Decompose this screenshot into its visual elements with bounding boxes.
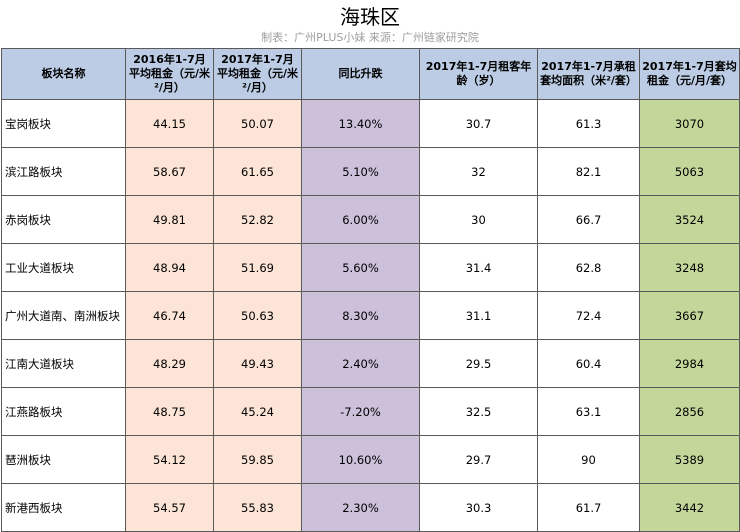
page-subtitle: 制表：广州PLUS小妹 来源：广州链家研究院 — [261, 31, 479, 44]
avg-area-cell: 90 — [537, 435, 640, 484]
yoy-change-cell: 6.00% — [301, 195, 420, 244]
block-name-cell: 赤岗板块 — [1, 195, 126, 244]
avg-rent-cell: 5389 — [639, 435, 740, 484]
rent-2016-cell: 58.67 — [125, 147, 214, 196]
rent-2016-cell: 49.81 — [125, 195, 214, 244]
avg-rent-cell: 3248 — [639, 243, 740, 292]
page-title: 海珠区 — [340, 5, 400, 29]
rent-2017-cell: 45.24 — [213, 387, 302, 436]
avg-area-cell: 72.4 — [537, 291, 640, 340]
table-row: 江燕路板块 48.75 45.24 -7.20% 32.5 63.1 2856 — [1, 387, 740, 436]
table-row: 广州大道南、南洲板块 46.74 50.63 8.30% 31.1 72.4 3… — [1, 291, 740, 340]
header-block-name: 板块名称 — [1, 48, 126, 100]
tenant-age-cell: 32.5 — [419, 387, 538, 436]
avg-rent-cell: 3524 — [639, 195, 740, 244]
avg-rent-cell: 2984 — [639, 339, 740, 388]
yoy-change-cell: 8.30% — [301, 291, 420, 340]
block-name-cell: 宝岗板块 — [1, 99, 126, 148]
tenant-age-cell: 30.3 — [419, 483, 538, 532]
avg-area-cell: 61.7 — [537, 483, 640, 532]
rent-2016-cell: 44.15 — [125, 99, 214, 148]
avg-rent-cell: 3442 — [639, 483, 740, 532]
rent-2017-cell: 49.43 — [213, 339, 302, 388]
rent-2016-cell: 48.29 — [125, 339, 214, 388]
avg-rent-cell: 3667 — [639, 291, 740, 340]
block-name-cell: 琶洲板块 — [1, 435, 126, 484]
avg-rent-cell: 2856 — [639, 387, 740, 436]
yoy-change-cell: 5.60% — [301, 243, 420, 292]
yoy-change-cell: 5.10% — [301, 147, 420, 196]
header-yoy-change: 同比升跌 — [301, 48, 420, 100]
avg-area-cell: 82.1 — [537, 147, 640, 196]
yoy-change-cell: 2.40% — [301, 339, 420, 388]
block-name-cell: 江南大道板块 — [1, 339, 126, 388]
block-name-cell: 新港西板块 — [1, 483, 126, 532]
rent-2017-cell: 61.65 — [213, 147, 302, 196]
rent-2017-cell: 59.85 — [213, 435, 302, 484]
rent-2017-cell: 52.82 — [213, 195, 302, 244]
yoy-change-cell: 10.60% — [301, 435, 420, 484]
avg-rent-cell: 5063 — [639, 147, 740, 196]
block-name-cell: 滨江路板块 — [1, 147, 126, 196]
table-row: 宝岗板块 44.15 50.07 13.40% 30.7 61.3 3070 — [1, 99, 740, 148]
rent-2016-cell: 46.74 — [125, 291, 214, 340]
header-rent-2016: 2016年1-7月平均租金（元/米²/月） — [125, 48, 214, 100]
rent-2017-cell: 50.07 — [213, 99, 302, 148]
avg-area-cell: 66.7 — [537, 195, 640, 244]
avg-area-cell: 61.3 — [537, 99, 640, 148]
tenant-age-cell: 30 — [419, 195, 538, 244]
header-tenant-age: 2017年1-7月租客年龄（岁） — [419, 48, 538, 100]
rent-2016-cell: 48.75 — [125, 387, 214, 436]
tenant-age-cell: 29.7 — [419, 435, 538, 484]
avg-area-cell: 60.4 — [537, 339, 640, 388]
rent-table: 板块名称 2016年1-7月平均租金（元/米²/月） 2017年1-7月平均租金… — [1, 48, 740, 532]
table-row: 滨江路板块 58.67 61.65 5.10% 32 82.1 5063 — [1, 147, 740, 196]
tenant-age-cell: 30.7 — [419, 99, 538, 148]
header-avg-area: 2017年1-7月承租套均面积（米²/套） — [537, 48, 640, 100]
rent-2017-cell: 55.83 — [213, 483, 302, 532]
block-name-cell: 工业大道板块 — [1, 243, 126, 292]
rent-2017-cell: 51.69 — [213, 243, 302, 292]
avg-rent-cell: 3070 — [639, 99, 740, 148]
table-row: 琶洲板块 54.12 59.85 10.60% 29.7 90 5389 — [1, 435, 740, 484]
table-row: 江南大道板块 48.29 49.43 2.40% 29.5 60.4 2984 — [1, 339, 740, 388]
avg-area-cell: 62.8 — [537, 243, 640, 292]
table-row: 赤岗板块 49.81 52.82 6.00% 30 66.7 3524 — [1, 195, 740, 244]
table-row: 新港西板块 54.57 55.83 2.30% 30.3 61.7 3442 — [1, 483, 740, 532]
rent-2017-cell: 50.63 — [213, 291, 302, 340]
rent-2016-cell: 54.12 — [125, 435, 214, 484]
tenant-age-cell: 29.5 — [419, 339, 538, 388]
block-name-cell: 江燕路板块 — [1, 387, 126, 436]
header-rent-2017: 2017年1-7月平均租金（元/米²/月） — [213, 48, 302, 100]
yoy-change-cell: -7.20% — [301, 387, 420, 436]
rent-2016-cell: 48.94 — [125, 243, 214, 292]
tenant-age-cell: 31.4 — [419, 243, 538, 292]
table-row: 工业大道板块 48.94 51.69 5.60% 31.4 62.8 3248 — [1, 243, 740, 292]
yoy-change-cell: 13.40% — [301, 99, 420, 148]
yoy-change-cell: 2.30% — [301, 483, 420, 532]
block-name-cell: 广州大道南、南洲板块 — [1, 291, 126, 340]
tenant-age-cell: 31.1 — [419, 291, 538, 340]
header-avg-rent: 2017年1-7月套均租金（元/月/套） — [639, 48, 740, 100]
rent-2016-cell: 54.57 — [125, 483, 214, 532]
table-header-row: 板块名称 2016年1-7月平均租金（元/米²/月） 2017年1-7月平均租金… — [1, 48, 740, 100]
tenant-age-cell: 32 — [419, 147, 538, 196]
avg-area-cell: 63.1 — [537, 387, 640, 436]
